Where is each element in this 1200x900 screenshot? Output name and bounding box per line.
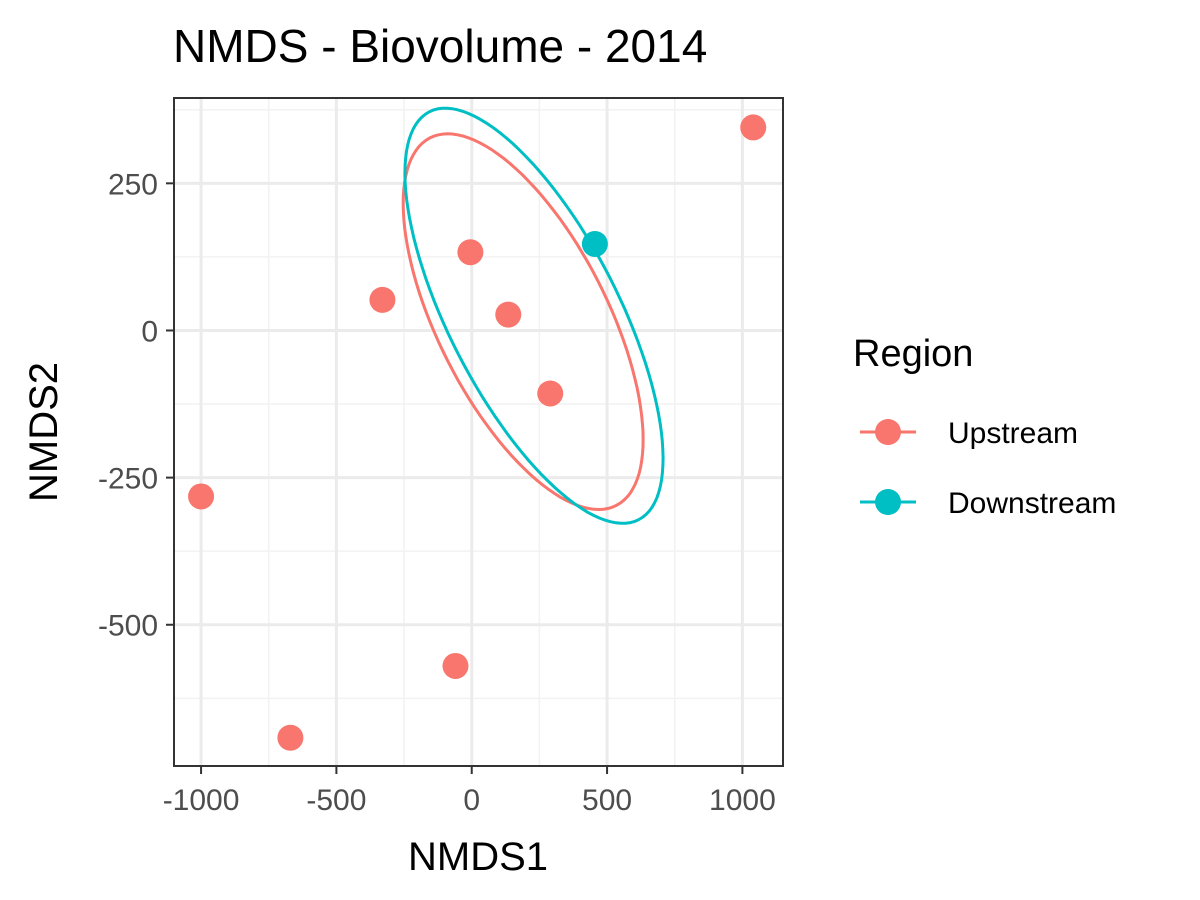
y-tick-label: -250 [98,463,158,496]
y-axis-title: NMDS2 [22,362,66,502]
point-upstream [188,483,215,510]
x-tick-label: -1000 [163,784,240,817]
x-tick-label: 500 [582,784,632,817]
ellipse-upstream [401,132,645,512]
data-points [188,114,767,751]
point-upstream [495,301,522,328]
point-upstream [369,286,396,313]
chart-title: NMDS - Biovolume - 2014 [173,20,707,72]
legend-marker [875,419,901,445]
x-tick-label: 0 [463,784,480,817]
legend-item-downstream: Downstream [860,487,1116,520]
legend-item-upstream: Upstream [860,417,1078,450]
ellipse-downstream [403,106,665,525]
plot-panel [173,97,784,767]
point-upstream [537,380,564,407]
legend-title: Region [853,333,973,375]
confidence-ellipses [401,106,665,525]
point-upstream [442,652,469,679]
point-upstream [740,114,767,141]
legend-label: Downstream [948,487,1116,520]
point-upstream [457,239,484,266]
y-tick-label: 250 [108,168,158,201]
legend-label: Upstream [948,417,1078,450]
y-tick-label: 0 [141,315,158,348]
major-gridlines [174,98,783,766]
x-axis-title: NMDS1 [408,835,548,879]
minor-gridlines [174,98,783,766]
x-axis: -1000 -500 0 500 1000 [163,766,776,817]
x-tick-label: -500 [306,784,366,817]
panel-background [174,98,783,766]
panel-border [173,97,784,767]
x-tick-label: 1000 [709,784,776,817]
point-downstream [581,230,608,257]
legend-items: Upstream Downstream [860,417,1116,520]
point-upstream [277,724,304,751]
legend: Region Upstream Downstream [853,333,1116,520]
legend-marker [875,489,901,515]
y-axis: -500 -250 0 250 [98,168,174,643]
y-tick-label: -500 [98,610,158,643]
